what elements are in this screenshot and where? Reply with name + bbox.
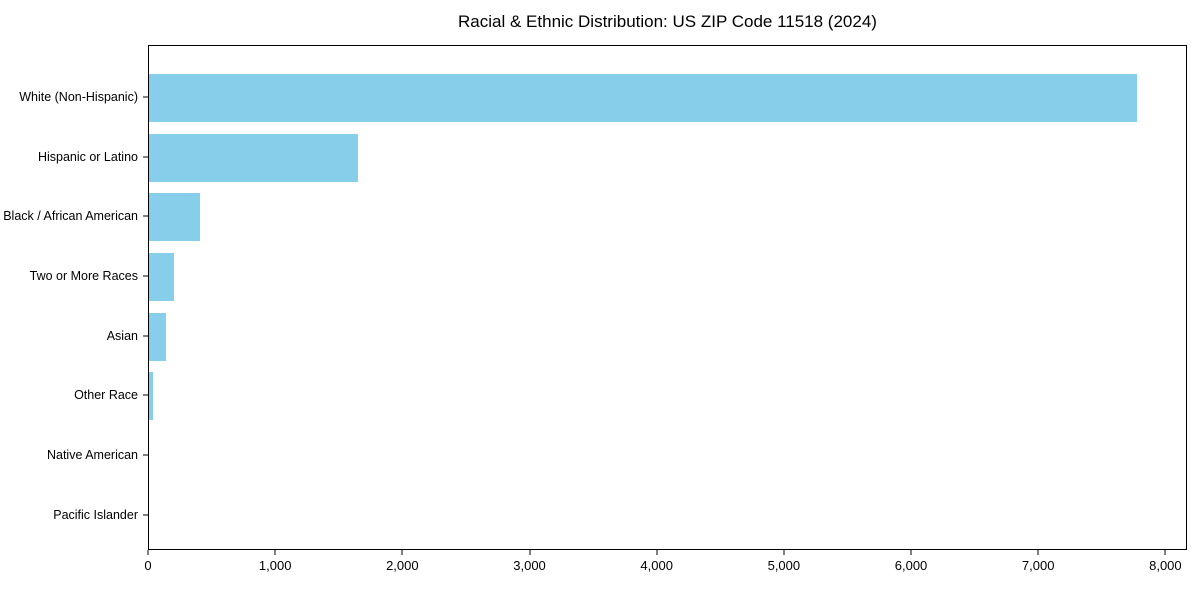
y-tick-mark	[143, 454, 148, 456]
y-tick-mark	[143, 215, 148, 217]
x-tick-label-3000: 3,000	[513, 558, 546, 573]
bar-white-non-hispanic	[149, 74, 1138, 122]
x-tick-label-4000: 4,000	[640, 558, 673, 573]
plot-area	[148, 45, 1187, 550]
x-tick-label-0: 0	[144, 558, 152, 573]
bar-asian	[149, 312, 167, 361]
x-axis: 0 1,000 2,000 3,000 4,000 5,000 6,000 7,000 8,00…	[144, 550, 1187, 590]
x-tick-label-7000: 7,000	[1021, 558, 1055, 573]
y-tick-label-native-american: Native American	[46, 447, 138, 462]
x-tick-mark	[783, 550, 785, 555]
x-tick-mark	[1164, 550, 1166, 555]
bar-two-or-more-races	[149, 252, 174, 301]
y-tick-label-hispanic-or-latino: Hispanic or Latino	[37, 149, 138, 164]
bar-hispanic-or-latino	[149, 133, 358, 182]
y-tick-mark	[143, 275, 148, 277]
y-tick-label-white-non-hispanic: White (Non-Hispanic)	[19, 90, 138, 104]
bar-black-african-american	[149, 193, 200, 242]
x-tick-label-6000: 6,000	[894, 558, 928, 573]
y-tick-mark	[143, 156, 148, 158]
bar-other-race	[149, 372, 154, 421]
x-tick-label-5000: 5,000	[767, 558, 801, 573]
x-tick-mark	[147, 550, 149, 555]
x-tick-label-1000: 1,000	[258, 558, 292, 573]
x-tick-mark	[910, 550, 912, 555]
y-tick-mark	[143, 514, 148, 516]
x-tick-mark	[1037, 550, 1039, 555]
x-tick-label-8000: 8,000	[1149, 558, 1182, 573]
y-tick-label-pacific-islander: Pacific Islander	[53, 507, 138, 522]
y-tick-mark	[143, 96, 148, 98]
y-tick-label-asian: Asian	[106, 328, 138, 343]
y-tick-mark	[143, 335, 148, 337]
y-axis: White (Non-Hispanic) Hispanic or Latino Bl…	[0, 45, 148, 550]
x-tick-mark	[656, 550, 658, 555]
y-tick-mark	[143, 394, 148, 396]
y-tick-label-two-or-more-races: Two or More Races	[29, 268, 138, 283]
x-tick-mark	[274, 550, 276, 555]
x-tick-mark	[529, 550, 531, 555]
y-tick-label-other-race: Other Race	[74, 388, 138, 403]
chart-title: Racial & Ethnic Distribution: US ZIP Cod…	[458, 12, 877, 31]
y-tick-label-black-african-american: Black / African American	[3, 209, 138, 224]
x-tick-mark	[401, 550, 403, 555]
x-tick-label-2000: 2,000	[386, 558, 419, 573]
